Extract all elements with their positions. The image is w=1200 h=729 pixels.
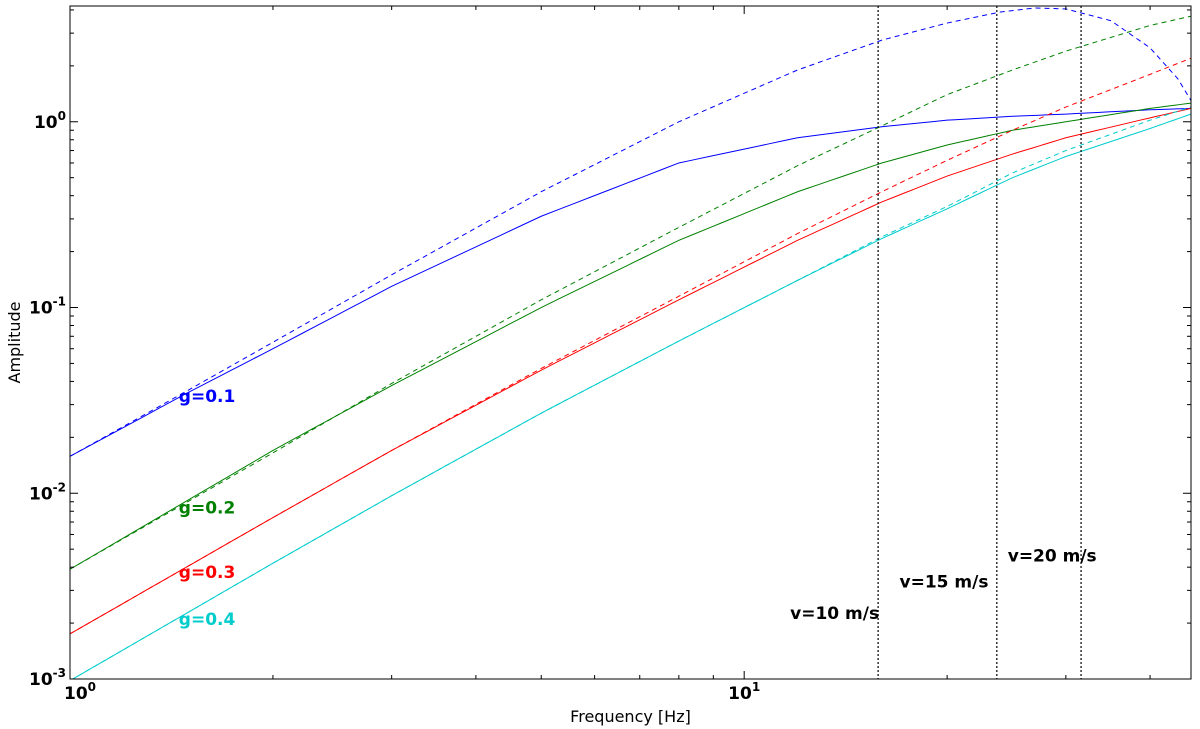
- series-dashed-line-g-0-3: [70, 57, 1191, 635]
- series-line-g-0-2: [70, 102, 1191, 570]
- x-tick-label: 101: [728, 680, 760, 704]
- annotation-layer: g=0.1 g=0.2 g=0.3 g=0.4 v=10 m/s v=15 m/s v=20…: [179, 387, 1097, 630]
- x-axis-label: Frequency [Hz]: [570, 707, 691, 726]
- y-tick-label: 10-3: [29, 666, 66, 690]
- series-label-g-0-1: g=0.1: [179, 387, 236, 407]
- y-tick-label: 100: [34, 109, 66, 133]
- y-axis-label: Amplitude: [5, 302, 24, 384]
- vertical-marker-layer: [877, 6, 1082, 679]
- series-layer: [70, 7, 1191, 679]
- velocity-marker-label: v=10 m/s: [790, 604, 879, 624]
- series-line-g-0-3: [70, 107, 1191, 635]
- series-label-g-0-4: g=0.4: [179, 610, 236, 630]
- velocity-marker-label: v=20 m/s: [1008, 546, 1097, 566]
- series-line-g-0-1: [70, 107, 1191, 457]
- series-label-g-0-2: g=0.2: [179, 498, 236, 518]
- series-dashed-line-g-0-4: [71, 106, 1191, 679]
- series-dashed-line-g-0-2: [70, 15, 1191, 570]
- series-label-g-0-3: g=0.3: [179, 563, 236, 583]
- series-line-g-0-4: [71, 113, 1191, 679]
- y-tick-label: 10-1: [29, 295, 66, 319]
- tick-layer: 100 101 10-3 10-2 10-1 100: [29, 6, 1191, 704]
- plot-frame: [69, 5, 1192, 680]
- series-dashed-line-g-0-1: [70, 7, 1191, 457]
- velocity-marker-label: v=15 m/s: [900, 573, 989, 593]
- y-tick-label: 10-2: [29, 480, 66, 504]
- x-tick-label: 100: [64, 680, 96, 704]
